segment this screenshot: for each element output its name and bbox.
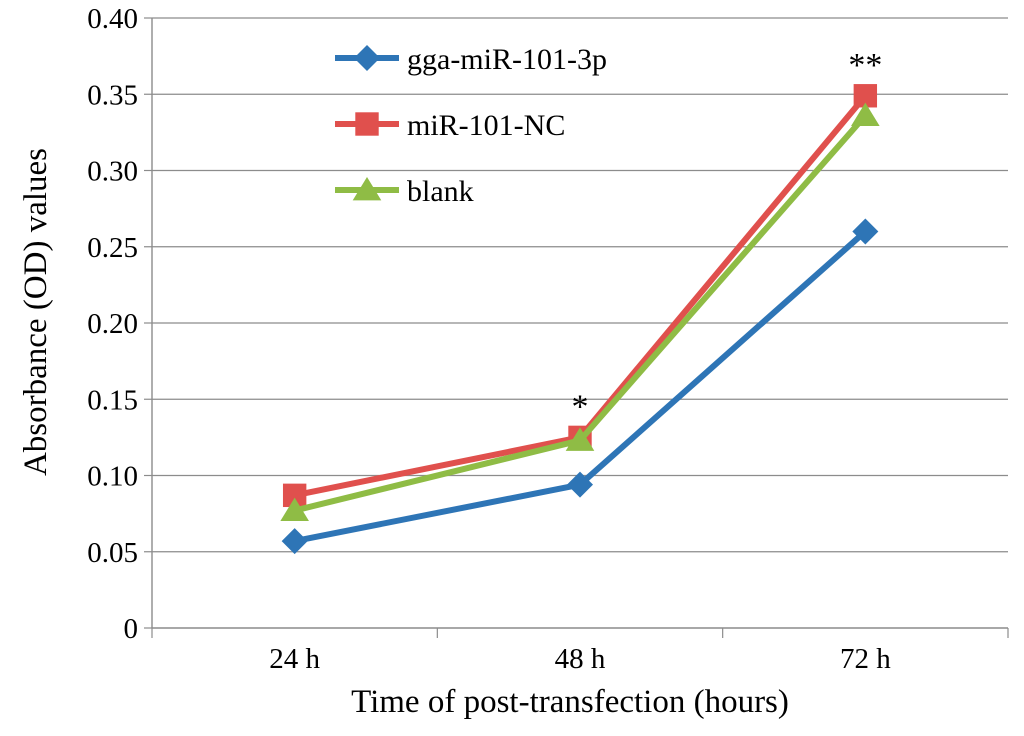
gridlines	[152, 17, 1008, 553]
data-point	[852, 218, 879, 245]
legend-marker	[354, 45, 380, 71]
significance-annotation: **	[848, 47, 882, 84]
y-tick-label: 0.25	[87, 232, 138, 264]
x-tick-label: 24 h	[269, 643, 320, 675]
y-tick-labels: 0 0.05 0.10 0.15 0.20 0.25 0.30 0.35 0.40	[87, 3, 138, 645]
significance-annotation: *	[572, 388, 589, 425]
y-axis-title: Absorbance (OD) values	[18, 148, 54, 476]
data-point	[853, 84, 878, 108]
legend-label: miR-101-NC	[407, 109, 565, 142]
legend-marker	[355, 112, 379, 136]
x-tick-labels: 24 h 48 h 72 h	[269, 643, 891, 675]
y-tick-label: 0.30	[87, 156, 138, 188]
series-blank	[280, 102, 880, 521]
data-point	[567, 471, 593, 498]
series-gga-mir-101-3p	[281, 218, 879, 555]
x-tick-label: 72 h	[840, 643, 891, 675]
y-tick-label: 0.05	[87, 537, 138, 569]
annotations: ***	[572, 47, 883, 426]
legend: gga-miR-101-3p miR-101-NC blank	[335, 43, 607, 208]
data-point	[281, 528, 308, 555]
y-tick-label: 0.15	[87, 384, 138, 416]
legend-item: blank	[335, 175, 474, 208]
data-point	[851, 102, 880, 126]
legend-marker	[352, 177, 382, 201]
y-tick-label: 0.35	[87, 79, 138, 111]
y-tick-label: 0.40	[87, 3, 138, 35]
legend-item: miR-101-NC	[335, 109, 565, 142]
legend-label: blank	[407, 175, 474, 208]
x-axis-title: Time of post-transfection (hours)	[351, 684, 789, 720]
data-point	[282, 483, 307, 508]
data-point	[565, 427, 595, 451]
axes	[144, 17, 1009, 638]
data-point	[280, 497, 309, 521]
legend-item: gga-miR-101-3p	[335, 43, 607, 76]
y-tick-label: 0.20	[87, 308, 138, 340]
y-tick-label: 0.10	[87, 461, 138, 493]
y-tick-label: 0	[124, 613, 139, 645]
x-tick-label: 48 h	[555, 643, 606, 675]
series-line	[293, 113, 868, 514]
series-group	[280, 84, 880, 555]
legend-label: gga-miR-101-3p	[407, 43, 607, 76]
